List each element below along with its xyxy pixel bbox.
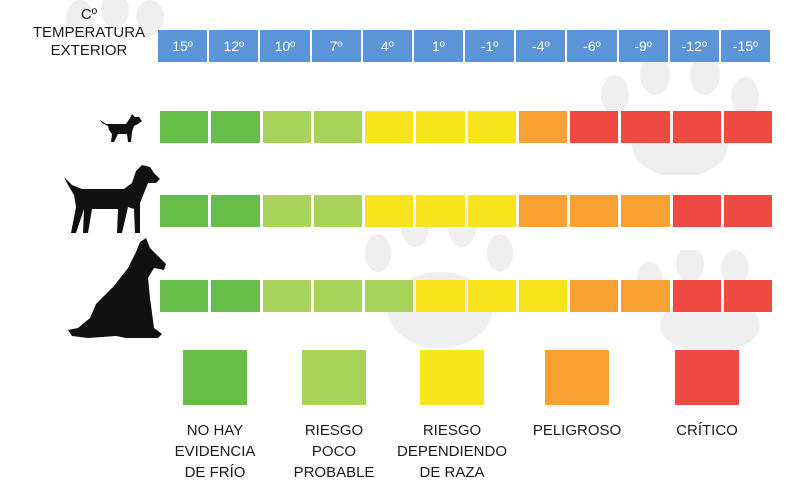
risk-cell-green bbox=[211, 111, 260, 143]
temperature-cell: 10º bbox=[260, 30, 310, 62]
paw-print-icon bbox=[66, 0, 164, 36]
risk-cell-yellow bbox=[416, 111, 465, 143]
legend-label-line: EVIDENCIA bbox=[174, 443, 256, 460]
unit-symbol: Cº bbox=[80, 6, 98, 23]
legend-swatch-red bbox=[675, 350, 739, 405]
risk-cell-green bbox=[160, 280, 209, 312]
temperature-cell: 15º bbox=[158, 30, 208, 62]
risk-cell-light-green bbox=[262, 111, 311, 143]
risk-cell-orange bbox=[518, 111, 567, 143]
risk-cell-light-green bbox=[365, 280, 414, 312]
risk-cell-green bbox=[160, 111, 209, 143]
legend-label: RIESGO DEPENDIENDO DE RAZA bbox=[387, 420, 517, 483]
legend-label-line: RIESGO bbox=[422, 422, 482, 439]
risk-cell-orange bbox=[621, 195, 670, 227]
temperature-cell: -4º bbox=[516, 30, 566, 62]
legend-label-line: PELIGROSO bbox=[532, 422, 622, 439]
header-title-line2: EXTERIOR bbox=[50, 42, 128, 59]
legend-label-line: DEPENDIENDO bbox=[396, 443, 508, 460]
legend-swatch-orange bbox=[545, 350, 609, 405]
legend-label-line: RIESGO bbox=[304, 422, 364, 439]
risk-cell-yellow bbox=[467, 280, 516, 312]
legend-label-line: DE RAZA bbox=[419, 464, 485, 481]
large-dog-icon bbox=[68, 238, 166, 338]
legend-swatch-yellow bbox=[420, 350, 484, 405]
temperature-cell: -9º bbox=[618, 30, 668, 62]
risk-cell-green bbox=[211, 280, 260, 312]
risk-cell-green bbox=[160, 195, 209, 227]
legend-swatch-light-green bbox=[302, 350, 366, 405]
small-dog-risk-row bbox=[160, 111, 772, 143]
risk-cell-yellow bbox=[365, 111, 414, 143]
risk-cell-light-green bbox=[313, 280, 362, 312]
legend-label: CRÍTICO bbox=[642, 420, 772, 441]
risk-cell-orange bbox=[570, 280, 619, 312]
risk-cell-light-green bbox=[262, 280, 311, 312]
risk-cell-yellow bbox=[467, 195, 516, 227]
legend-label: NO HAY EVIDENCIA DE FRÍO bbox=[150, 420, 280, 483]
risk-cell-yellow bbox=[365, 195, 414, 227]
temperature-scale: 15º 12º 10º 7º 4º 1º -1º -4º -6º -9º -12º -15º bbox=[158, 30, 771, 62]
temperature-cell: 4º bbox=[362, 30, 412, 62]
risk-cell-green bbox=[211, 195, 260, 227]
risk-cell-red bbox=[570, 111, 619, 143]
risk-cell-yellow bbox=[467, 111, 516, 143]
risk-cell-red bbox=[621, 111, 670, 143]
risk-cell-red bbox=[672, 111, 721, 143]
risk-cell-orange bbox=[621, 280, 670, 312]
legend-label-line: NO HAY bbox=[186, 422, 244, 439]
medium-dog-icon bbox=[64, 165, 160, 233]
risk-cell-light-green bbox=[313, 195, 362, 227]
temperature-cell: -12º bbox=[669, 30, 719, 62]
risk-cell-yellow bbox=[416, 195, 465, 227]
risk-cell-orange bbox=[518, 195, 567, 227]
risk-cell-light-green bbox=[313, 111, 362, 143]
small-dog-icon bbox=[100, 114, 142, 142]
temperature-header: Cº TEMPERATURA EXTERIOR bbox=[28, 6, 150, 60]
temperature-cell: 1º bbox=[413, 30, 464, 62]
risk-cell-red bbox=[723, 195, 772, 227]
header-title-line1: TEMPERATURA bbox=[32, 24, 146, 41]
risk-cell-orange bbox=[570, 195, 619, 227]
medium-dog-risk-row bbox=[160, 195, 772, 227]
temperature-cell: -1º bbox=[465, 30, 515, 62]
risk-cell-red bbox=[723, 280, 772, 312]
legend-label-line: DE FRÍO bbox=[184, 464, 246, 481]
temperature-cell: -15º bbox=[720, 30, 771, 62]
risk-cell-yellow bbox=[416, 280, 465, 312]
legend-swatch-green bbox=[183, 350, 247, 405]
legend-label-line: PROBABLE bbox=[293, 464, 375, 481]
risk-cell-yellow bbox=[518, 280, 567, 312]
risk-cell-light-green bbox=[262, 195, 311, 227]
risk-cell-red bbox=[672, 280, 721, 312]
legend-label: RIESGO POCO PROBABLE bbox=[269, 420, 399, 483]
large-dog-risk-row bbox=[160, 280, 772, 312]
temperature-cell: 7º bbox=[311, 30, 361, 62]
legend-label-line: POCO bbox=[311, 443, 357, 460]
temperature-cell: 12º bbox=[209, 30, 259, 62]
risk-cell-red bbox=[723, 111, 772, 143]
legend-label: PELIGROSO bbox=[512, 420, 642, 441]
temperature-cell: -6º bbox=[567, 30, 617, 62]
risk-cell-red bbox=[672, 195, 721, 227]
legend-label-line: CRÍTICO bbox=[676, 422, 738, 439]
